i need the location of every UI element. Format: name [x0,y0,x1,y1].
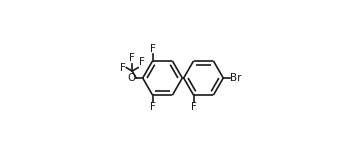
Text: F: F [139,57,145,67]
Text: F: F [150,102,155,112]
Text: Br: Br [230,73,242,83]
Text: F: F [191,102,196,112]
Text: F: F [150,44,155,54]
Text: F: F [120,63,126,73]
Text: F: F [129,54,135,63]
Text: O: O [127,73,136,83]
